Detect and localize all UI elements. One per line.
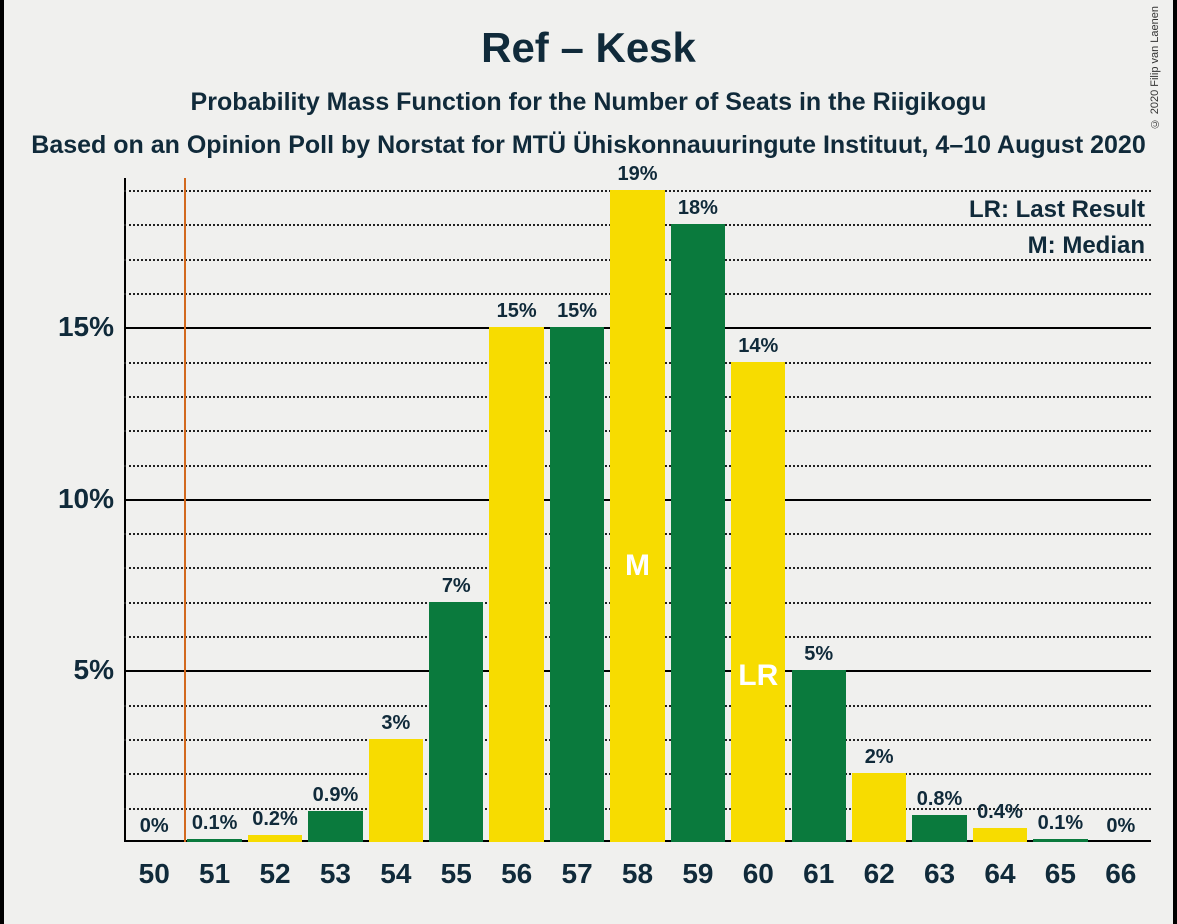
bar-fill bbox=[429, 602, 483, 842]
bar-63: 0.8% bbox=[912, 815, 966, 842]
x-tick-label: 51 bbox=[199, 858, 230, 890]
bar-60: 14%LR bbox=[731, 362, 785, 842]
bar-value-label: 0% bbox=[1088, 815, 1153, 838]
chart-title: Ref – Kesk bbox=[4, 24, 1173, 72]
chart-subtitle2: Based on an Opinion Poll by Norstat for … bbox=[4, 131, 1173, 160]
bar-fill bbox=[308, 811, 362, 842]
x-tick-label: 66 bbox=[1105, 858, 1136, 890]
bar-value-label: 3% bbox=[363, 712, 428, 735]
x-tick-label: 52 bbox=[259, 858, 290, 890]
bar-fill bbox=[671, 224, 725, 842]
x-tick-label: 56 bbox=[501, 858, 532, 890]
bar-value-label: 0.4% bbox=[967, 801, 1032, 824]
bars-group: 0%0.1%0.2%0.9%3%7%15%15%19%M18%14%LR5%2%… bbox=[124, 190, 1151, 842]
x-tick-label: 50 bbox=[139, 858, 170, 890]
x-tick-label: 55 bbox=[441, 858, 472, 890]
bar-65: 0.1% bbox=[1033, 839, 1087, 842]
bar-53: 0.9% bbox=[308, 811, 362, 842]
bar-inner-text: LR bbox=[731, 659, 785, 693]
bar-value-label: 14% bbox=[726, 335, 791, 358]
bar-fill bbox=[489, 327, 543, 842]
x-tick-label: 59 bbox=[682, 858, 713, 890]
bar-52: 0.2% bbox=[248, 835, 302, 842]
bar-value-label: 0.1% bbox=[1028, 812, 1093, 835]
y-tick-label: 15% bbox=[29, 311, 114, 343]
plot-area: 5%10%15% 0%0.1%0.2%0.9%3%7%15%15%19%M18%… bbox=[124, 190, 1151, 842]
bar-fill bbox=[852, 773, 906, 842]
bar-61: 5% bbox=[792, 670, 846, 842]
bar-54: 3% bbox=[369, 739, 423, 842]
bar-59: 18% bbox=[671, 224, 725, 842]
bar-value-label: 15% bbox=[544, 300, 609, 323]
bar-fill bbox=[550, 327, 604, 842]
chart-subtitle: Probability Mass Function for the Number… bbox=[4, 88, 1173, 117]
bar-value-label: 0.1% bbox=[182, 812, 247, 835]
bar-value-label: 0% bbox=[122, 815, 187, 838]
bar-fill bbox=[973, 828, 1027, 842]
bar-fill bbox=[369, 739, 423, 842]
bar-value-label: 5% bbox=[786, 643, 851, 666]
bar-inner-text: M bbox=[610, 549, 664, 583]
bar-51: 0.1% bbox=[187, 839, 241, 842]
copyright-text: © 2020 Filip van Laenen bbox=[1149, 6, 1161, 129]
bar-value-label: 18% bbox=[665, 197, 730, 220]
bar-value-label: 2% bbox=[847, 746, 912, 769]
bar-fill bbox=[792, 670, 846, 842]
x-tick-label: 60 bbox=[743, 858, 774, 890]
bar-value-label: 7% bbox=[424, 575, 489, 598]
x-tick-label: 62 bbox=[864, 858, 895, 890]
bar-value-label: 0.9% bbox=[303, 784, 368, 807]
x-tick-label: 58 bbox=[622, 858, 653, 890]
bar-fill bbox=[912, 815, 966, 842]
bar-fill bbox=[731, 362, 785, 842]
bar-fill bbox=[187, 839, 241, 842]
x-tick-label: 63 bbox=[924, 858, 955, 890]
bar-value-label: 15% bbox=[484, 300, 549, 323]
bar-fill bbox=[610, 190, 664, 842]
bar-fill bbox=[1033, 839, 1087, 842]
x-tick-label: 54 bbox=[380, 858, 411, 890]
bar-value-label: 0.8% bbox=[907, 788, 972, 811]
x-tick-label: 64 bbox=[984, 858, 1015, 890]
bar-value-label: 0.2% bbox=[242, 808, 307, 831]
bar-62: 2% bbox=[852, 773, 906, 842]
y-tick-label: 5% bbox=[29, 654, 114, 686]
bar-value-label: 19% bbox=[605, 163, 670, 186]
x-tick-label: 53 bbox=[320, 858, 351, 890]
x-tick-label: 65 bbox=[1045, 858, 1076, 890]
bar-64: 0.4% bbox=[973, 828, 1027, 842]
bar-55: 7% bbox=[429, 602, 483, 842]
bar-58: 19%M bbox=[610, 190, 664, 842]
x-tick-label: 57 bbox=[562, 858, 593, 890]
x-tick-label: 61 bbox=[803, 858, 834, 890]
bar-56: 15% bbox=[489, 327, 543, 842]
chart-container: © 2020 Filip van Laenen Ref – Kesk Proba… bbox=[0, 0, 1177, 924]
bar-fill bbox=[248, 835, 302, 842]
bar-57: 15% bbox=[550, 327, 604, 842]
title-block: Ref – Kesk Probability Mass Function for… bbox=[4, 0, 1173, 160]
y-tick-label: 10% bbox=[29, 483, 114, 515]
